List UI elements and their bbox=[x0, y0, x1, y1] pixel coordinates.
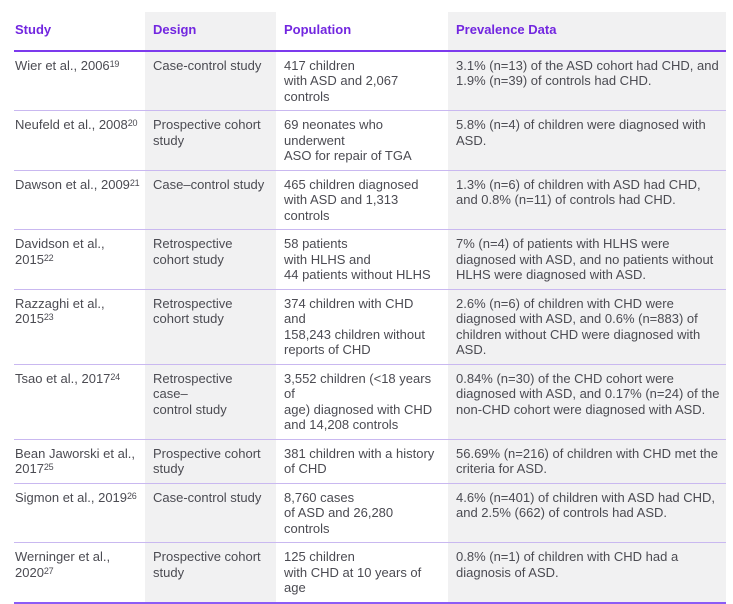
study-name: Tsao et al., 2017 bbox=[15, 370, 111, 386]
study-cell: Werninger et al., 202027 bbox=[14, 543, 145, 602]
design-cell: Case-control study bbox=[145, 483, 276, 542]
study-name: Dawson et al., 2009 bbox=[15, 176, 130, 192]
citation-superscript: 27 bbox=[43, 565, 54, 576]
table-row: Bean Jaworski et al., 201725 Prospective… bbox=[14, 439, 726, 484]
study-name: Werninger et al., 2020 bbox=[15, 549, 111, 580]
studies-table: Study Design Population Prevalence Data … bbox=[14, 12, 726, 604]
population-cell: 58 patients with HLHS and 44 patients wi… bbox=[284, 236, 431, 282]
study-name: Wier et al., 2006 bbox=[15, 57, 110, 73]
col-header-population: Population bbox=[284, 22, 352, 37]
population-cell: 69 neonates who underwent ASO for repair… bbox=[284, 117, 412, 163]
citation-superscript: 25 bbox=[43, 462, 54, 472]
prevalence-cell: 7% (n=4) of patients with HLHS were diag… bbox=[448, 230, 726, 289]
citation-superscript: 24 bbox=[110, 371, 120, 382]
study-cell: Tsao et al., 201724 bbox=[14, 365, 145, 439]
study-cell: Sigmon et al., 201926 bbox=[14, 484, 145, 543]
design-cell: Retrospective cohort study bbox=[145, 289, 276, 364]
citation-superscript: 20 bbox=[127, 118, 138, 128]
col-header-study: Study bbox=[15, 22, 52, 37]
study-name: Davidson et al., 2015 bbox=[15, 236, 105, 267]
table-row: Tsao et al., 201724 Retrospective case– … bbox=[14, 364, 726, 440]
design-cell: Prospective cohort study bbox=[145, 543, 276, 602]
design-cell: Prospective cohort study bbox=[145, 439, 276, 483]
citation-superscript: 26 bbox=[127, 490, 137, 501]
table-row: Wier et al., 200619 Case-control study 4… bbox=[14, 51, 726, 111]
citation-superscript: 22 bbox=[43, 252, 54, 263]
population-cell: 465 children diagnosed with ASD and 1,31… bbox=[284, 176, 419, 223]
prevalence-cell: 5.8% (n=4) of children were diagnosed wi… bbox=[448, 111, 726, 170]
prevalence-cell: 2.6% (n=6) of children with CHD were dia… bbox=[448, 289, 726, 364]
col-header-prevalence: Prevalence Data bbox=[448, 12, 726, 50]
study-cell: Razzaghi et al., 201523 bbox=[14, 290, 145, 364]
col-header-design: Design bbox=[145, 12, 276, 50]
design-cell: Retrospective cohort study bbox=[145, 230, 276, 289]
population-cell: 125 children with CHD at 10 years of age bbox=[284, 549, 422, 595]
study-name: Neufeld et al., 2008 bbox=[15, 117, 128, 132]
study-cell: Bean Jaworski et al., 201725 bbox=[14, 440, 145, 483]
table-row: Neufeld et al., 200820 Prospective cohor… bbox=[14, 111, 726, 171]
study-name: Bean Jaworski et al., 2017 bbox=[15, 445, 135, 477]
design-cell: Prospective cohort study bbox=[145, 111, 276, 170]
prevalence-cell: 0.84% (n=30) of the CHD cohort were diag… bbox=[448, 364, 726, 439]
design-cell: Case-control study bbox=[145, 51, 276, 110]
study-name: Razzaghi et al., 2015 bbox=[15, 295, 105, 327]
prevalence-cell: 56.69% (n=216) of children with CHD met … bbox=[448, 439, 726, 483]
prevalence-cell: 1.3% (n=6) of children with ASD had CHD,… bbox=[448, 170, 726, 229]
table-row: Sigmon et al., 201926 Case-control study… bbox=[14, 483, 726, 543]
prevalence-cell: 3.1% (n=13) of the ASD cohort had CHD, a… bbox=[448, 51, 726, 110]
table-row: Davidson et al., 201522 Retrospective co… bbox=[14, 230, 726, 290]
population-cell: 374 children with CHD and 158,243 childr… bbox=[284, 295, 425, 358]
citation-superscript: 21 bbox=[129, 177, 140, 188]
design-cell: Case–control study bbox=[145, 170, 276, 229]
population-cell: 381 children with a history of CHD bbox=[284, 445, 435, 477]
population-cell: 3,552 children (<18 years of age) diagno… bbox=[284, 370, 433, 433]
citation-superscript: 23 bbox=[43, 312, 54, 322]
table-header-row: Study Design Population Prevalence Data bbox=[14, 12, 726, 52]
citation-superscript: 19 bbox=[109, 58, 120, 69]
table-row: Werninger et al., 202027 Prospective coh… bbox=[14, 543, 726, 604]
study-cell: Dawson et al., 200921 bbox=[14, 171, 145, 230]
study-cell: Neufeld et al., 200820 bbox=[14, 111, 145, 170]
study-cell: Wier et al., 200619 bbox=[14, 52, 145, 111]
prevalence-cell: 0.8% (n=1) of children with CHD had a di… bbox=[448, 543, 726, 602]
table-row: Razzaghi et al., 201523 Retrospective co… bbox=[14, 289, 726, 365]
table-row: Dawson et al., 200921 Case–control study… bbox=[14, 170, 726, 230]
population-cell: 417 children with ASD and 2,067 controls bbox=[284, 57, 399, 104]
study-cell: Davidson et al., 201522 bbox=[14, 230, 145, 289]
design-cell: Retrospective case– control study bbox=[145, 364, 276, 439]
prevalence-cell: 4.6% (n=401) of children with ASD had CH… bbox=[448, 483, 726, 542]
study-name: Sigmon et al., 2019 bbox=[15, 489, 128, 505]
population-cell: 8,760 cases of ASD and 26,280 controls bbox=[284, 489, 394, 536]
